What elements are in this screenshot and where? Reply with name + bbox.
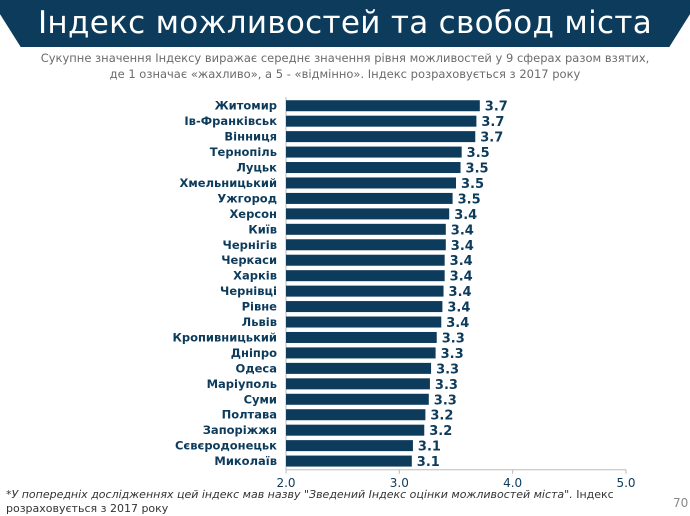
data-label: 3.4 [451,223,474,238]
bar [286,131,476,143]
category-label: Львів [242,315,277,329]
data-label: 3.3 [442,331,465,346]
bar [286,347,436,359]
data-label: 3.7 [485,100,508,115]
bar [286,455,412,467]
category-label: Суми [244,392,277,406]
data-label: 3.4 [451,239,474,254]
bar [286,301,443,313]
category-label: Тернопіль [210,145,277,159]
data-label: 3.4 [454,208,477,223]
category-label: Харків [233,269,277,283]
x-tick-label: 2.0 [276,476,295,490]
bar [286,146,462,158]
x-tick-label: 5.0 [616,476,635,490]
data-label: 3.3 [434,393,457,408]
data-label: 3.5 [466,162,489,177]
page-title: Індекс можливостей та свобод міста [37,5,653,41]
category-label: Маріуполь [207,377,277,391]
data-label: 3.5 [467,146,490,161]
category-label: Сєвєродонецьк [175,439,277,453]
bar [286,362,432,374]
data-label: 3.5 [458,192,481,207]
header-banner [0,0,690,47]
bar [286,316,442,328]
subtitle-line-2: де 1 означає «жахливо», а 5 - «відмінно»… [109,67,581,81]
data-label: 3.2 [429,424,452,439]
bar [286,208,450,220]
bar [286,192,453,204]
footnote: *У попередніх дослідженнях цей індекс ма… [6,488,656,516]
data-label: 3.4 [450,254,473,269]
bar [286,115,477,127]
category-label: Миколаїв [214,454,277,468]
data-label: 3.5 [461,177,484,192]
data-label: 3.1 [417,455,440,470]
bar [286,239,446,251]
data-label: 3.4 [449,285,472,300]
bar [286,393,429,405]
data-label: 3.4 [446,316,469,331]
bar [286,424,425,436]
bar [286,162,461,174]
category-label: Луцьк [236,161,277,175]
bar-chart: Житомир 3.7 Ів-Франківськ 3.7 Вінниця 3.7 Терн… [172,97,636,490]
category-label: Вінниця [224,130,277,144]
category-label: Чернігів [223,238,277,252]
data-label: 3.7 [480,131,503,146]
data-label: 3.4 [447,301,470,316]
category-label: Черкаси [221,253,277,267]
category-label: Київ [248,222,277,236]
bar [286,100,480,112]
data-label: 3.3 [441,347,464,362]
bar [286,285,444,297]
category-label: Полтава [222,408,277,422]
category-label: Запоріжжя [203,423,277,437]
bar [286,331,437,343]
bar [286,254,445,266]
x-tick-label: 4.0 [503,476,522,490]
data-label: 3.3 [436,362,459,377]
category-label: Житомир [215,99,277,113]
data-label: 3.1 [418,440,441,455]
category-label: Рівне [242,300,278,314]
bar [286,177,456,189]
bar [286,409,426,421]
x-tick-label: 3.0 [390,476,409,490]
data-label: 3.3 [435,378,458,393]
data-label: 3.7 [481,115,504,130]
category-label: Кропивницький [172,330,277,344]
subtitle-line-1: Сукупне значення Індексу виражає середнє… [40,51,650,65]
category-label: Одеса [236,361,277,375]
category-label: Ів-Франківськ [184,114,277,128]
bar [286,440,413,452]
bar [286,223,446,235]
category-label: Дніпро [231,346,277,360]
bar [286,378,430,390]
footnote-italic: *У попередніх дослідженнях цей індекс ма… [6,488,573,501]
category-label: Херсон [229,207,277,221]
category-label: Чернівці [220,284,277,298]
page-number: 70 [673,496,689,510]
data-label: 3.2 [430,409,453,424]
category-label: Ужгород [217,191,277,205]
bar [286,270,445,282]
footnote-text: Індекс розраховується з 2017 року [6,488,614,515]
category-label: Хмельницький [180,176,277,190]
data-label: 3.4 [450,270,473,285]
